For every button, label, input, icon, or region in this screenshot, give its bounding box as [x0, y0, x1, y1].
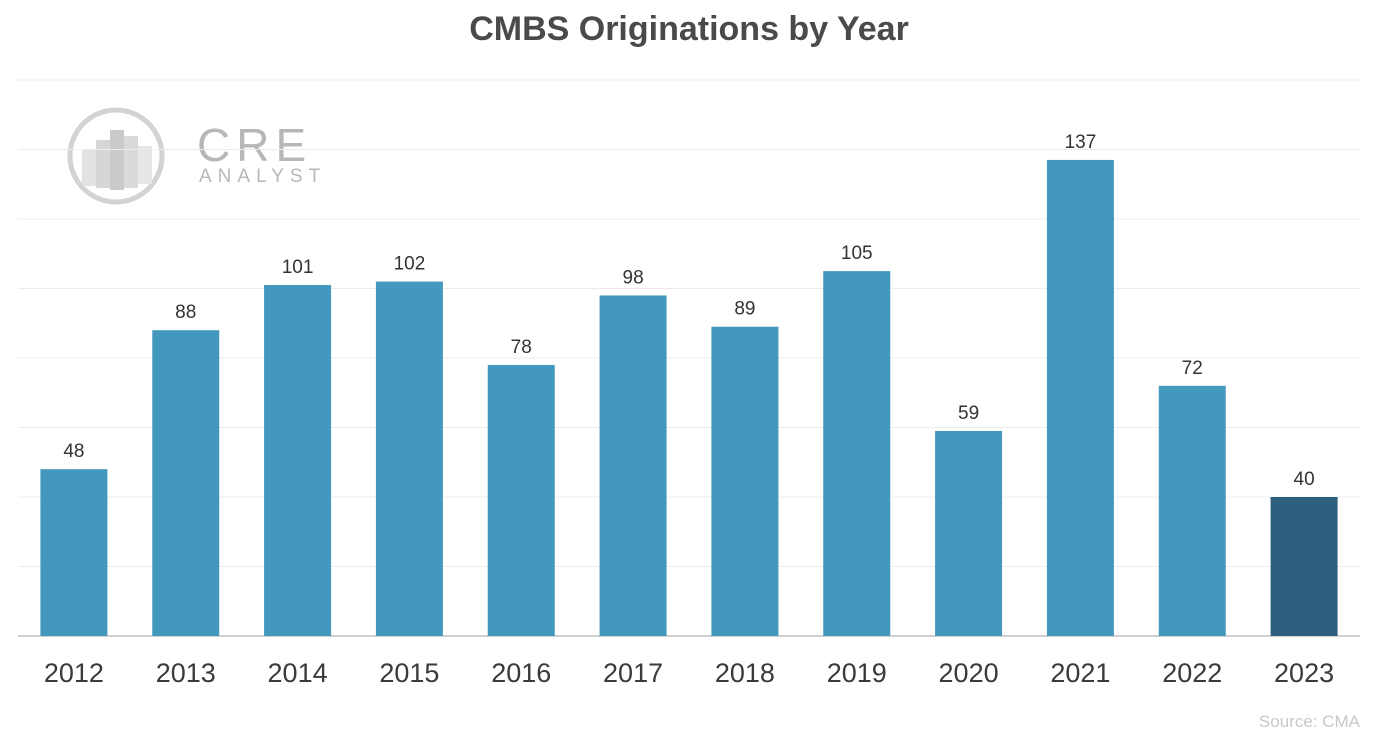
x-axis-ticks: 2012 2013 2014 2015 2016 2017 2018 2019 2020 2021…	[44, 658, 1334, 688]
x-tick-label-2013: 2013	[156, 658, 216, 688]
bar-2019	[823, 271, 891, 636]
bar-value-label-2014: 101	[282, 257, 314, 278]
logo-subtitle: ANALYST	[199, 166, 327, 187]
bar-2015	[375, 281, 443, 636]
x-tick-label-2023: 2023	[1274, 658, 1334, 688]
bar-2014	[264, 285, 332, 636]
bar-value-label-2023: 40	[1294, 469, 1315, 490]
grid-lines	[18, 79, 1360, 637]
bar-value-label-2016: 78	[511, 337, 532, 358]
x-tick-label-2014: 2014	[268, 658, 328, 688]
bar-value-label-2017: 98	[623, 267, 644, 288]
source-note: Source: CMA	[1258, 712, 1360, 731]
bar-2013	[152, 330, 220, 636]
logo-wordmark: CRE	[197, 119, 313, 171]
bar-2023	[1270, 497, 1338, 636]
bar-value-label-2015: 102	[394, 254, 426, 275]
x-tick-label-2012: 2012	[44, 658, 104, 688]
x-tick-label-2022: 2022	[1162, 658, 1222, 688]
x-tick-label-2019: 2019	[827, 658, 887, 688]
bar-2018	[711, 326, 779, 636]
bar-value-labels: 48 88 101 102 78 98 89 105 59 137 72 40	[63, 132, 1314, 490]
chart-title: CMBS Originations by Year	[469, 10, 909, 48]
x-tick-label-2018: 2018	[715, 658, 775, 688]
bar-value-label-2022: 72	[1182, 358, 1203, 379]
bar-value-label-2013: 88	[175, 302, 196, 323]
x-tick-label-2017: 2017	[603, 658, 663, 688]
bar-2022	[1158, 385, 1226, 636]
bar-2020	[935, 430, 1003, 636]
bar-2021	[1046, 159, 1114, 637]
bar-value-label-2019: 105	[841, 243, 873, 264]
x-tick-label-2016: 2016	[491, 658, 551, 688]
bar-value-label-2012: 48	[63, 441, 84, 462]
bar-value-label-2021: 137	[1065, 132, 1097, 153]
bar-2012	[40, 469, 108, 636]
bar-2016	[487, 364, 555, 636]
bars	[40, 159, 1338, 637]
bar-2017	[599, 295, 667, 636]
x-tick-label-2020: 2020	[939, 658, 999, 688]
bar-value-label-2018: 89	[734, 299, 755, 320]
x-tick-label-2015: 2015	[379, 658, 439, 688]
x-tick-label-2021: 2021	[1050, 658, 1110, 688]
bar-value-label-2020: 59	[958, 403, 979, 424]
